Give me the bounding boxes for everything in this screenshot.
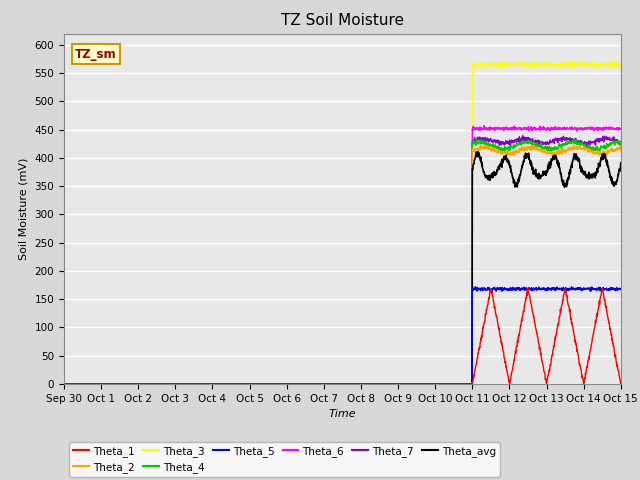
- Theta_1: [499, 343, 506, 348]
- Theta_2: [617, 148, 625, 154]
- Theta_2: [331, 381, 339, 387]
- Theta_6: [499, 126, 506, 132]
- Theta_avg: [474, 149, 482, 155]
- Theta_avg: [499, 157, 506, 163]
- Theta_7: [88, 381, 96, 387]
- Theta_3: [600, 62, 608, 68]
- Theta_2: [601, 151, 609, 157]
- Theta_3: [316, 381, 324, 387]
- Theta_5: [499, 286, 506, 291]
- Title: TZ Soil Moisture: TZ Soil Moisture: [281, 13, 404, 28]
- Theta_avg: [316, 381, 324, 387]
- Theta_4: [617, 139, 625, 145]
- Theta_6: [601, 125, 609, 131]
- Theta_avg: [88, 381, 96, 387]
- Theta_4: [88, 381, 96, 387]
- Theta_3: [601, 61, 609, 67]
- Theta_3: [612, 58, 620, 63]
- Theta_2: [88, 381, 96, 387]
- Theta_1: [617, 381, 625, 387]
- Theta_6: [60, 381, 68, 387]
- Theta_1: [316, 381, 324, 387]
- Theta_1: [88, 381, 96, 387]
- Theta_5: [617, 286, 625, 291]
- Theta_2: [60, 381, 68, 387]
- Line: Theta_7: Theta_7: [64, 136, 621, 384]
- Y-axis label: Soil Moisture (mV): Soil Moisture (mV): [19, 157, 29, 260]
- Theta_4: [473, 137, 481, 143]
- Theta_3: [499, 60, 506, 65]
- Theta_2: [570, 142, 578, 148]
- Text: TZ_sm: TZ_sm: [75, 48, 116, 60]
- Legend: Theta_1, Theta_2, Theta_3, Theta_4, Theta_5, Theta_6, Theta_7, Theta_avg: Theta_1, Theta_2, Theta_3, Theta_4, Thet…: [69, 442, 500, 477]
- Theta_7: [617, 140, 625, 146]
- Theta_4: [499, 147, 506, 153]
- Theta_3: [617, 61, 625, 67]
- Theta_6: [88, 381, 96, 387]
- Theta_5: [601, 286, 609, 292]
- Theta_1: [601, 298, 609, 303]
- Theta_avg: [60, 381, 68, 387]
- Theta_6: [617, 126, 625, 132]
- Line: Theta_2: Theta_2: [64, 145, 621, 384]
- Theta_5: [316, 381, 324, 387]
- Theta_avg: [617, 160, 625, 166]
- Theta_2: [316, 381, 324, 387]
- Theta_7: [331, 381, 339, 387]
- Theta_4: [601, 144, 609, 149]
- Theta_1: [331, 381, 339, 387]
- Theta_4: [60, 381, 68, 387]
- Line: Theta_1: Theta_1: [64, 288, 621, 384]
- Theta_6: [331, 381, 339, 387]
- Theta_3: [331, 381, 339, 387]
- Theta_7: [601, 136, 609, 142]
- Theta_avg: [601, 154, 609, 160]
- Theta_4: [601, 144, 609, 149]
- Theta_7: [316, 381, 324, 387]
- Line: Theta_6: Theta_6: [64, 126, 621, 384]
- Theta_3: [60, 381, 68, 387]
- Theta_1: [601, 297, 609, 302]
- Theta_6: [316, 381, 324, 387]
- Line: Theta_5: Theta_5: [64, 287, 621, 384]
- Theta_6: [480, 123, 488, 129]
- Theta_5: [472, 284, 479, 289]
- Theta_1: [598, 286, 606, 291]
- Theta_5: [331, 381, 339, 387]
- Theta_5: [88, 381, 96, 387]
- X-axis label: Time: Time: [328, 409, 356, 419]
- Theta_6: [601, 126, 609, 132]
- Theta_avg: [331, 381, 339, 387]
- Theta_4: [331, 381, 339, 387]
- Theta_3: [88, 381, 96, 387]
- Theta_7: [60, 381, 68, 387]
- Theta_avg: [601, 154, 609, 159]
- Theta_7: [499, 141, 506, 146]
- Theta_4: [316, 381, 324, 387]
- Line: Theta_avg: Theta_avg: [64, 152, 621, 384]
- Line: Theta_3: Theta_3: [64, 60, 621, 384]
- Theta_5: [60, 381, 68, 387]
- Theta_7: [519, 133, 527, 139]
- Line: Theta_4: Theta_4: [64, 140, 621, 384]
- Theta_1: [60, 381, 68, 387]
- Theta_2: [601, 151, 609, 156]
- Theta_7: [601, 133, 609, 139]
- Theta_2: [499, 151, 506, 157]
- Theta_5: [601, 286, 609, 292]
